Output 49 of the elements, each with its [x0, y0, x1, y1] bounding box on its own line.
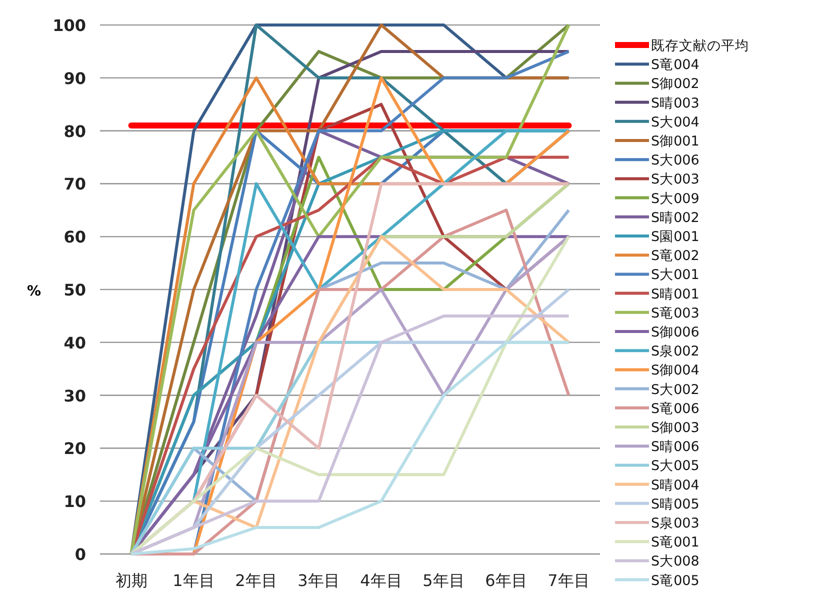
- legend-label: S竜003: [651, 305, 700, 322]
- legend-label: S御006: [651, 324, 700, 340]
- legend-label: S園001: [651, 229, 700, 245]
- legend-label: S晴002: [651, 210, 700, 226]
- legend-label: S大009: [651, 190, 700, 207]
- x-tick-label: 3年目: [298, 571, 340, 590]
- y-axis-title: %: [26, 284, 42, 300]
- y-tick-label: 80: [64, 122, 86, 141]
- legend-label: S晴001: [651, 286, 700, 302]
- legend-label: S大003: [651, 172, 700, 188]
- legend-label: 既存文献の平均: [651, 38, 749, 54]
- legend-label: S御003: [651, 420, 700, 436]
- legend-label: S竜001: [651, 534, 700, 551]
- legend-label: S泉003: [651, 516, 700, 532]
- legend-label: S御002: [651, 76, 700, 92]
- legend-label: S晴006: [651, 439, 700, 456]
- x-tick-label: 5年目: [422, 571, 465, 590]
- legend-label: S晴005: [651, 496, 700, 512]
- legend-label: S竜002: [651, 248, 700, 264]
- legend-label: S大008: [651, 554, 700, 570]
- legend-label: S大005: [651, 458, 700, 474]
- legend-label: S晴003: [651, 95, 700, 112]
- legend-label: S竜004: [651, 57, 700, 74]
- x-tick-label: 6年目: [485, 571, 528, 590]
- legend-label: S泉002: [651, 344, 700, 360]
- y-tick-label: 30: [64, 386, 86, 406]
- y-tick-label: 90: [64, 68, 86, 88]
- y-tick-label: 100: [52, 16, 86, 35]
- y-tick-label: 10: [64, 492, 86, 512]
- legend-label: S御004: [651, 362, 700, 379]
- x-tick-label: 2年目: [235, 571, 278, 590]
- legend-label: S大006: [651, 152, 700, 169]
- x-tick-label: 7年目: [548, 571, 590, 590]
- legend-label: S竜005: [651, 572, 700, 589]
- legend-label: S大002: [651, 382, 700, 398]
- y-tick-label: 50: [64, 280, 86, 300]
- legend-label: S竜006: [651, 400, 700, 417]
- x-tick-label: 1年目: [172, 571, 215, 590]
- x-tick-label: 初期: [115, 571, 148, 590]
- y-tick-label: 70: [64, 174, 86, 194]
- legend-label: S晴004: [651, 477, 700, 494]
- y-tick-label: 0: [74, 545, 86, 564]
- legend-label: S大004: [651, 114, 700, 130]
- x-tick-label: 4年目: [360, 571, 402, 590]
- legend-label: S大001: [651, 267, 700, 284]
- y-tick-label: 20: [64, 439, 86, 458]
- y-tick-label: 60: [64, 228, 86, 247]
- y-tick-label: 40: [64, 333, 86, 352]
- legend-label: S御001: [651, 134, 700, 150]
